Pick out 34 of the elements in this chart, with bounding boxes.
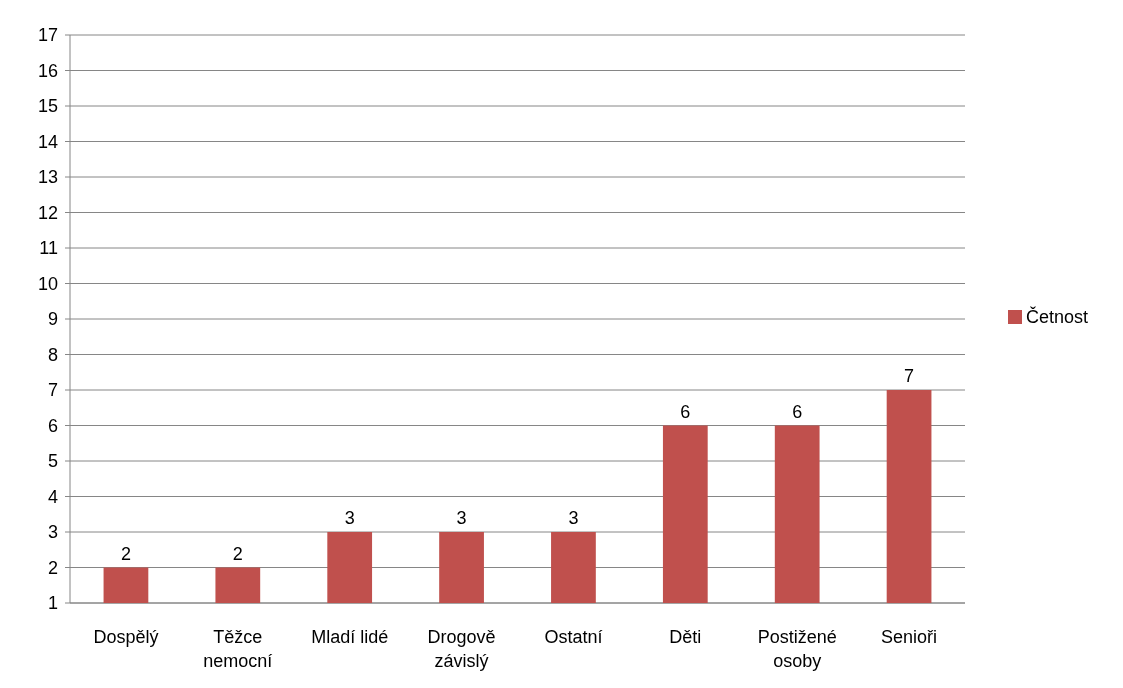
- y-tick-label: 10: [37, 273, 58, 294]
- data-label: 3: [344, 508, 355, 528]
- data-label: 3: [568, 508, 579, 528]
- x-tick-label: Postižené osoby: [757, 627, 837, 671]
- x-tick-label: Těžce nemocní: [203, 627, 273, 671]
- data-label: 2: [232, 543, 243, 564]
- x-tick-label: Dospělý: [93, 627, 159, 647]
- y-tick-label: 11: [39, 238, 58, 259]
- y-tick-label: 4: [47, 486, 58, 507]
- data-label: 7: [904, 366, 915, 386]
- legend-label: Četnost: [1026, 306, 1089, 328]
- x-tick-label: Drogově závislý: [427, 627, 496, 671]
- y-tick-label: 6: [47, 415, 58, 436]
- data-label: 3: [456, 508, 467, 528]
- y-tick-label: 9: [47, 309, 58, 330]
- y-tick-label: 13: [37, 167, 58, 188]
- y-tick-label: 7: [47, 380, 58, 401]
- y-tick-label: 1: [47, 593, 58, 614]
- y-tick-label: 5: [47, 451, 58, 472]
- y-tick-label: 3: [47, 522, 58, 543]
- y-tick-label: 17: [37, 25, 58, 46]
- y-tick-label: 2: [47, 557, 58, 578]
- x-tick-label: Děti: [669, 627, 702, 647]
- data-label: 6: [680, 401, 691, 422]
- y-tick-label: 14: [37, 131, 58, 152]
- x-tick-label: Ostatní: [544, 627, 603, 647]
- y-tick-label: 15: [37, 96, 58, 117]
- x-tick-label: Mladí lidé: [311, 627, 389, 647]
- data-label: 2: [120, 543, 131, 564]
- data-label: 6: [792, 401, 803, 422]
- y-tick-label: 16: [37, 60, 58, 81]
- y-tick-label: 8: [47, 344, 58, 365]
- x-tick-label: Senioři: [881, 627, 938, 647]
- y-tick-label: 12: [37, 202, 58, 223]
